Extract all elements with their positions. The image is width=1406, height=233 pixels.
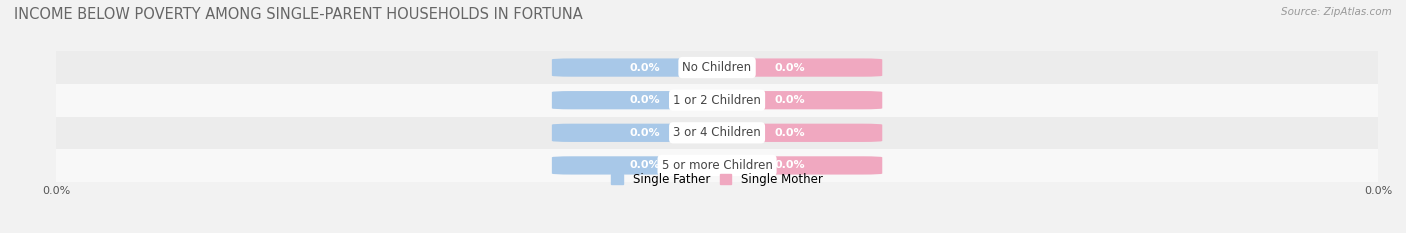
Text: 0.0%: 0.0% bbox=[775, 128, 806, 138]
Text: 0.0%: 0.0% bbox=[775, 95, 806, 105]
Text: 0.0%: 0.0% bbox=[628, 128, 659, 138]
Text: 5 or more Children: 5 or more Children bbox=[662, 159, 772, 172]
Legend: Single Father, Single Mother: Single Father, Single Mother bbox=[612, 173, 823, 186]
Text: 1 or 2 Children: 1 or 2 Children bbox=[673, 94, 761, 107]
FancyBboxPatch shape bbox=[697, 124, 883, 142]
Bar bbox=[56, 51, 1378, 84]
Bar bbox=[56, 84, 1378, 116]
Text: No Children: No Children bbox=[682, 61, 752, 74]
FancyBboxPatch shape bbox=[697, 58, 883, 77]
FancyBboxPatch shape bbox=[697, 156, 883, 175]
Text: 0.0%: 0.0% bbox=[628, 63, 659, 72]
Text: 0.0%: 0.0% bbox=[628, 95, 659, 105]
Bar bbox=[56, 116, 1378, 149]
FancyBboxPatch shape bbox=[551, 58, 737, 77]
Text: 0.0%: 0.0% bbox=[775, 161, 806, 170]
Bar bbox=[56, 149, 1378, 182]
Text: 0.0%: 0.0% bbox=[628, 161, 659, 170]
FancyBboxPatch shape bbox=[697, 91, 883, 109]
FancyBboxPatch shape bbox=[551, 124, 737, 142]
Text: INCOME BELOW POVERTY AMONG SINGLE-PARENT HOUSEHOLDS IN FORTUNA: INCOME BELOW POVERTY AMONG SINGLE-PARENT… bbox=[14, 7, 583, 22]
Text: Source: ZipAtlas.com: Source: ZipAtlas.com bbox=[1281, 7, 1392, 17]
FancyBboxPatch shape bbox=[551, 156, 737, 175]
FancyBboxPatch shape bbox=[551, 91, 737, 109]
Text: 3 or 4 Children: 3 or 4 Children bbox=[673, 126, 761, 139]
Text: 0.0%: 0.0% bbox=[775, 63, 806, 72]
